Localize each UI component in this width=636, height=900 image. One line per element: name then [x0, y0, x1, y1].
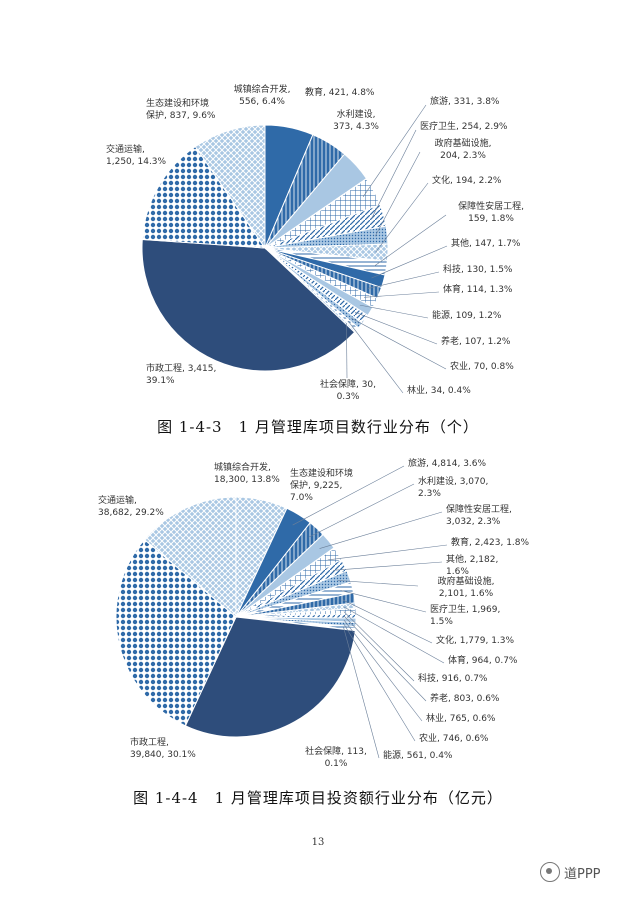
leader-line-elderly-care	[343, 615, 427, 702]
leader-line-agriculture	[350, 317, 447, 370]
slice-label-transportation: 交通运输, 1,250, 14.3%	[106, 143, 167, 167]
leader-line-tourism	[362, 104, 427, 197]
leader-line-forestry	[343, 619, 423, 722]
slice-label-government-infrastructure: 政府基础设施, 2,101, 1.6%	[438, 575, 495, 599]
leader-line-forestry	[347, 320, 404, 394]
leader-lines	[346, 104, 448, 394]
slice-label-education: 教育, 421, 4.8%	[305, 86, 375, 98]
pie-slices	[141, 124, 389, 372]
leader-line-affordable-housing	[374, 214, 447, 267]
slice-label-other: 其他, 147, 1.7%	[451, 237, 521, 249]
leader-line-healthcare	[340, 590, 427, 613]
leader-line-energy	[343, 627, 380, 759]
leader-line-water-conservancy	[308, 483, 415, 538]
slice-label-forestry: 林业, 34, 0.4%	[407, 384, 471, 396]
pie-chart-investment-amount: 生态建设和环境保护, 9,225, 7.0% 旅游, 4,814, 3.6% 水利建设…	[98, 457, 530, 769]
pie-slice-transportation	[115, 538, 237, 727]
slice-label-other: 其他, 2,182, 1.6%	[446, 553, 498, 577]
slice-label-elderly-care: 养老, 107, 1.2%	[441, 335, 511, 347]
slice-label-affordable-housing: 保障性安居工程, 3,032, 2.3%	[446, 503, 512, 527]
slice-label-urban-development: 城镇综合开发, 18,300, 13.8%	[214, 461, 280, 485]
leader-line-sports	[364, 291, 440, 298]
slice-label-urban-development: 城镇综合开发, 556, 6.4%	[234, 83, 291, 107]
slice-label-water-conservancy: 水利建设, 3,070, 2.3%	[418, 475, 488, 499]
leader-line-sports	[343, 606, 445, 664]
slice-label-water-conservancy: 水利建设, 373, 4.3%	[333, 108, 379, 132]
chart-caption-project-count: 图 1-4-3 1 月管理库项目数行业分布（个）	[157, 418, 479, 436]
leader-line-culture	[342, 599, 433, 644]
leader-line-affordable-housing	[319, 511, 443, 549]
slice-label-social-security: 社会保障, 113, 0.1%	[305, 745, 367, 769]
slice-label-healthcare: 医疗卫生, 1,969, 1.5%	[430, 603, 500, 627]
leader-line-energy	[359, 304, 429, 319]
leader-line-agriculture	[343, 623, 416, 742]
slice-label-culture: 文化, 1,779, 1.3%	[436, 634, 515, 646]
leader-line-government-infrastructure	[337, 580, 419, 587]
slice-label-tourism: 旅游, 331, 3.8%	[430, 95, 500, 107]
slice-label-municipal-engineering: 市政工程, 39,840, 30.1%	[130, 736, 196, 760]
slice-label-sports: 体育, 114, 1.3%	[443, 283, 513, 295]
slice-label-technology: 科技, 130, 1.5%	[443, 263, 513, 275]
pie-slice-municipal-engineering	[184, 616, 356, 738]
slice-label-elderly-care: 养老, 803, 0.6%	[430, 692, 500, 704]
leader-line-other	[333, 561, 443, 571]
leader-line-technology	[367, 271, 440, 289]
leader-line-education	[327, 544, 448, 561]
leader-line-elderly-care	[354, 312, 438, 345]
slice-label-tourism: 旅游, 4,814, 3.6%	[408, 457, 487, 469]
page-number: 13	[311, 837, 325, 848]
pie-slice-ecology-environment	[194, 124, 266, 250]
wechat-icon	[540, 862, 560, 882]
slice-label-forestry: 林业, 765, 0.6%	[426, 712, 496, 724]
slice-label-sports: 体育, 964, 0.7%	[448, 654, 518, 666]
pie-slice-municipal-engineering	[141, 238, 356, 372]
slice-label-ecology-environment: 生态建设和环境保护, 837, 9.6%	[146, 97, 216, 121]
slice-label-government-infrastructure: 政府基础设施, 204, 2.3%	[435, 137, 492, 161]
slice-label-energy: 能源, 561, 0.4%	[383, 749, 453, 761]
leader-lines	[292, 465, 448, 759]
leader-line-other	[371, 245, 448, 279]
pie-slice-urban-development	[143, 496, 237, 619]
slice-label-education: 教育, 2,423, 1.8%	[451, 536, 530, 548]
chart-caption-investment-amount: 图 1-4-4 1 月管理库项目投资额行业分布（亿元）	[133, 789, 503, 807]
leader-line-healthcare	[371, 129, 417, 219]
pie-slice-transportation	[141, 145, 266, 249]
slice-label-agriculture: 农业, 746, 0.6%	[419, 732, 489, 744]
leader-line-technology	[343, 611, 415, 682]
slice-label-social-security: 社会保障, 30, 0.3%	[320, 378, 376, 402]
slice-label-affordable-housing: 保障性安居工程, 159, 1.8%	[458, 200, 524, 224]
leader-line-culture	[375, 182, 429, 253]
leader-line-government-infrastructure	[374, 151, 421, 237]
slice-label-ecology-environment: 生态建设和环境保护, 9,225, 7.0%	[290, 467, 353, 503]
slice-label-municipal-engineering: 市政工程, 3,415, 39.1%	[146, 362, 216, 386]
leader-line-social-security	[346, 322, 348, 379]
slice-label-culture: 文化, 194, 2.2%	[432, 174, 502, 186]
pie-chart-project-count: 城镇综合开发, 556, 6.4% 教育, 421, 4.8% 水利建设, 373, 4…	[106, 83, 524, 402]
leader-line-tourism	[292, 465, 405, 526]
slice-label-transportation: 交通运输, 38,682, 29.2%	[98, 494, 164, 518]
slice-labels: 生态建设和环境保护, 9,225, 7.0% 旅游, 4,814, 3.6% 水利建设…	[98, 457, 530, 769]
slice-label-agriculture: 农业, 70, 0.8%	[450, 360, 514, 372]
slice-label-healthcare: 医疗卫生, 254, 2.9%	[420, 120, 508, 132]
pie-slices	[115, 496, 357, 738]
slice-label-energy: 能源, 109, 1.2%	[432, 309, 502, 321]
watermark: 道PPP	[540, 862, 601, 882]
slice-label-technology: 科技, 916, 0.7%	[418, 672, 488, 684]
watermark-text: 道PPP	[564, 866, 601, 882]
slice-labels: 城镇综合开发, 556, 6.4% 教育, 421, 4.8% 水利建设, 373, 4…	[106, 83, 524, 402]
